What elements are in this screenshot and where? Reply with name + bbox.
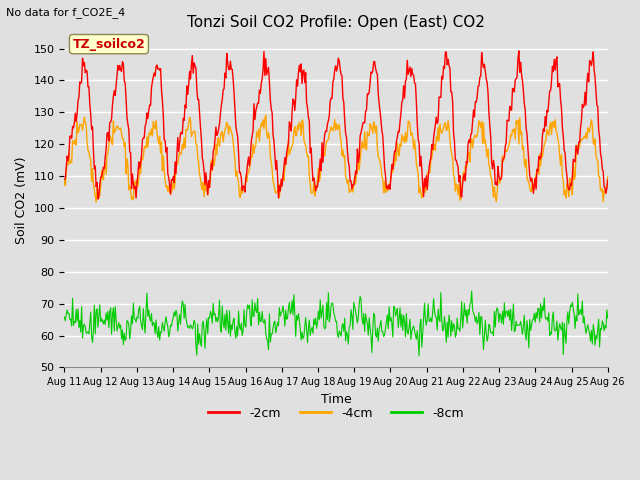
Y-axis label: Soil CO2 (mV): Soil CO2 (mV): [15, 156, 28, 244]
Legend: -2cm, -4cm, -8cm: -2cm, -4cm, -8cm: [203, 402, 469, 425]
Text: TZ_soilco2: TZ_soilco2: [72, 37, 145, 50]
Text: No data for f_CO2E_4: No data for f_CO2E_4: [6, 7, 125, 18]
X-axis label: Time: Time: [321, 393, 351, 406]
Title: Tonzi Soil CO2 Profile: Open (East) CO2: Tonzi Soil CO2 Profile: Open (East) CO2: [187, 15, 485, 30]
